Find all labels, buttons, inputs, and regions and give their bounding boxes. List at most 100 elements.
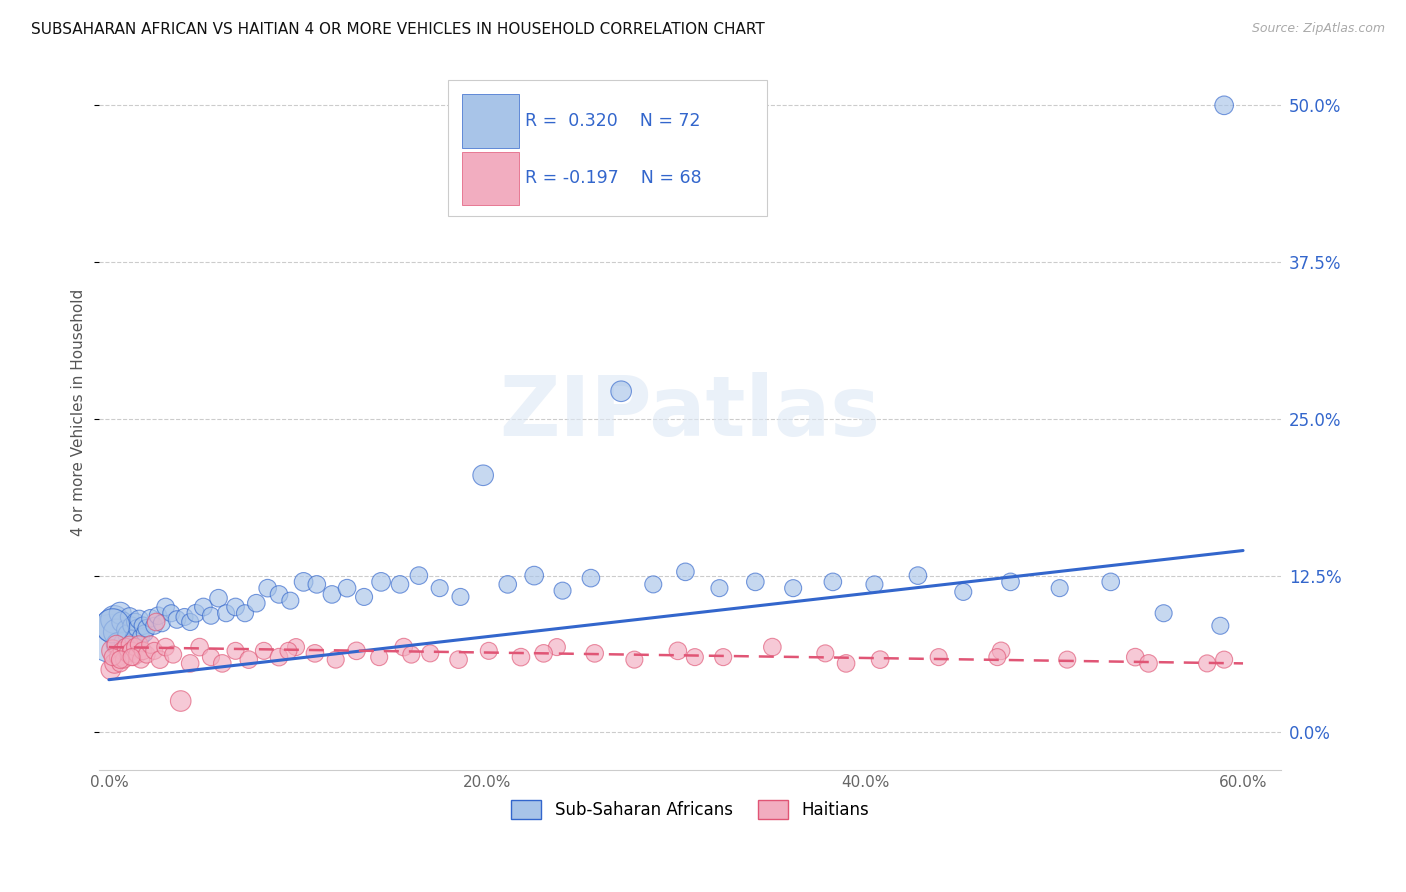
Point	[132, 644, 155, 658]
Point	[179, 657, 201, 671]
Point	[117, 646, 139, 660]
Point	[107, 638, 129, 652]
Point	[110, 657, 132, 671]
Point	[245, 596, 267, 610]
Point	[863, 577, 886, 591]
Point	[821, 574, 844, 589]
Point	[105, 638, 128, 652]
Point	[173, 610, 195, 624]
FancyBboxPatch shape	[449, 80, 766, 216]
Point	[346, 644, 368, 658]
Text: SUBSAHARAN AFRICAN VS HAITIAN 4 OR MORE VEHICLES IN HOUSEHOLD CORRELATION CHART: SUBSAHARAN AFRICAN VS HAITIAN 4 OR MORE …	[31, 22, 765, 37]
Point	[166, 613, 188, 627]
Point	[990, 644, 1012, 658]
Point	[103, 613, 125, 627]
Point	[143, 619, 166, 633]
Point	[277, 644, 299, 658]
Point	[115, 640, 138, 654]
Point	[101, 644, 124, 658]
Point	[200, 608, 222, 623]
Point	[170, 694, 193, 708]
Point	[179, 615, 201, 629]
Point	[200, 650, 222, 665]
Point	[124, 615, 146, 629]
Point	[100, 632, 122, 646]
Point	[127, 648, 149, 662]
Point	[869, 652, 891, 666]
Point	[305, 577, 328, 591]
Point	[835, 657, 858, 671]
Point	[135, 648, 157, 662]
Point	[368, 650, 391, 665]
Point	[1197, 657, 1219, 671]
Point	[193, 599, 215, 614]
Point	[1213, 98, 1236, 112]
Legend: Sub-Saharan Africans, Haitians: Sub-Saharan Africans, Haitians	[505, 793, 876, 826]
Point	[280, 593, 302, 607]
Point	[127, 621, 149, 635]
Point	[162, 648, 184, 662]
Point	[1213, 652, 1236, 666]
Point	[132, 619, 155, 633]
Point	[128, 613, 150, 627]
Point	[139, 638, 162, 652]
Point	[121, 644, 143, 658]
Point	[115, 623, 138, 637]
Point	[225, 644, 247, 658]
Point	[370, 574, 392, 589]
Point	[122, 632, 145, 646]
Point	[401, 648, 423, 662]
Point	[233, 606, 256, 620]
Point	[579, 571, 602, 585]
Point	[122, 650, 145, 665]
Text: Source: ZipAtlas.com: Source: ZipAtlas.com	[1251, 22, 1385, 36]
Point	[211, 657, 233, 671]
Point	[155, 640, 177, 654]
Point	[207, 591, 229, 606]
Point	[336, 581, 359, 595]
Point	[408, 568, 430, 582]
Point	[447, 652, 470, 666]
Point	[135, 621, 157, 635]
Point	[1049, 581, 1071, 595]
Point	[128, 638, 150, 652]
Point	[711, 650, 734, 665]
Point	[117, 627, 139, 641]
Point	[533, 646, 555, 660]
Point	[118, 610, 141, 624]
Point	[1056, 652, 1078, 666]
Point	[683, 650, 706, 665]
Point	[129, 630, 152, 644]
FancyBboxPatch shape	[463, 95, 519, 148]
Point	[304, 646, 326, 660]
Point	[253, 644, 276, 658]
Point	[761, 640, 783, 654]
Point	[160, 606, 183, 620]
Point	[184, 606, 207, 620]
Point	[1209, 619, 1232, 633]
Point	[111, 615, 134, 629]
Point	[321, 587, 343, 601]
Point	[986, 650, 1008, 665]
Point	[267, 650, 290, 665]
Point	[225, 599, 247, 614]
Point	[429, 581, 451, 595]
Point	[472, 468, 495, 483]
Point	[145, 615, 167, 629]
Point	[107, 650, 129, 665]
Text: R = -0.197    N = 68: R = -0.197 N = 68	[524, 169, 702, 187]
Point	[673, 565, 696, 579]
Point	[907, 568, 929, 582]
Point	[1153, 606, 1175, 620]
Point	[928, 650, 950, 665]
Point	[101, 619, 124, 633]
Point	[101, 619, 124, 633]
Text: R =  0.320    N = 72: R = 0.320 N = 72	[524, 112, 700, 130]
Point	[110, 652, 132, 666]
Point	[150, 616, 173, 631]
Point	[143, 644, 166, 658]
Point	[744, 574, 766, 589]
Point	[623, 652, 645, 666]
FancyBboxPatch shape	[463, 152, 519, 205]
Point	[215, 606, 238, 620]
